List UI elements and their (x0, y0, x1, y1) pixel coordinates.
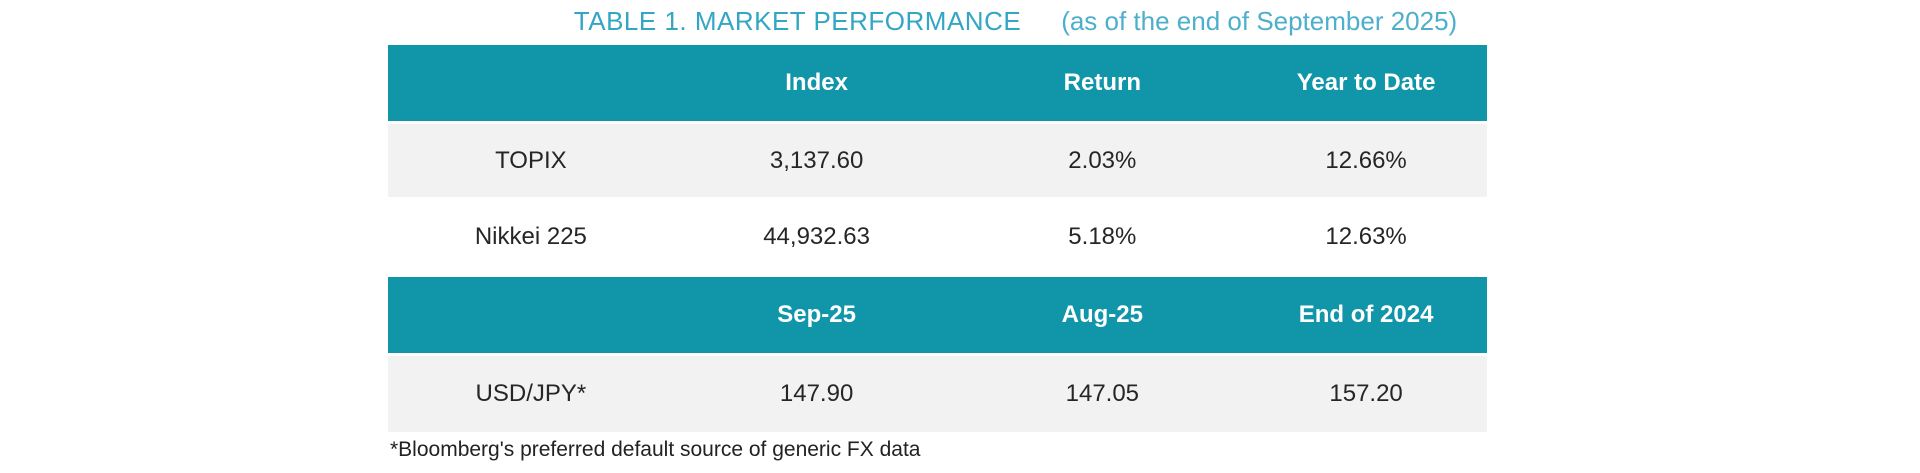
table-title: TABLE 1. MARKET PERFORMANCE (as of the e… (388, 6, 1565, 37)
table-row-topix: TOPIX 3,137.60 2.03% 12.66% (388, 124, 1487, 197)
header-cell-return: Return (1063, 69, 1141, 96)
table-title-main: TABLE 1. MARKET PERFORMANCE (573, 6, 1022, 36)
row-label: USD/JPY* (475, 380, 587, 407)
cell-nikkei-return: 5.18% (1068, 222, 1137, 250)
header-cell-sep25: Sep-25 (777, 301, 856, 328)
cell-topix-index: 3,137.60 (769, 146, 864, 174)
cell-topix-ytd: 12.66% (1325, 146, 1407, 174)
market-performance-table: Index Return Year to Date TOPIX 3,137.60… (388, 45, 1487, 432)
header-cell-end-of-2024: End of 2024 (1298, 301, 1434, 328)
table-title-subtitle: (as of the end of September 2025) (1061, 6, 1458, 36)
cell-usdjpy-end2024: 157.20 (1329, 380, 1403, 407)
cell-usdjpy-sep25: 147.90 (779, 380, 854, 407)
header-cell-index: Index (785, 69, 848, 96)
table2-header-row: Sep-25 Aug-25 End of 2024 (388, 277, 1487, 353)
cell-topix-return: 2.03% (1068, 146, 1137, 174)
cell-nikkei-index: 44,932.63 (763, 222, 870, 250)
cell-usdjpy-aug25: 147.05 (1065, 380, 1140, 407)
header-cell-aug25: Aug-25 (1061, 301, 1143, 328)
row-label: Nikkei 225 (474, 222, 587, 250)
footnote: *Bloomberg's preferred default source of… (390, 438, 921, 461)
table-row-nikkei: Nikkei 225 44,932.63 5.18% 12.63% (388, 200, 1487, 273)
header-cell-year-to-date: Year to Date (1296, 69, 1436, 96)
table-row-usdjpy: USD/JPY* 147.90 147.05 157.20 (388, 356, 1487, 432)
cell-nikkei-ytd: 12.63% (1325, 222, 1407, 250)
row-label: TOPIX (495, 146, 567, 174)
table1-header-row: Index Return Year to Date (388, 45, 1487, 121)
